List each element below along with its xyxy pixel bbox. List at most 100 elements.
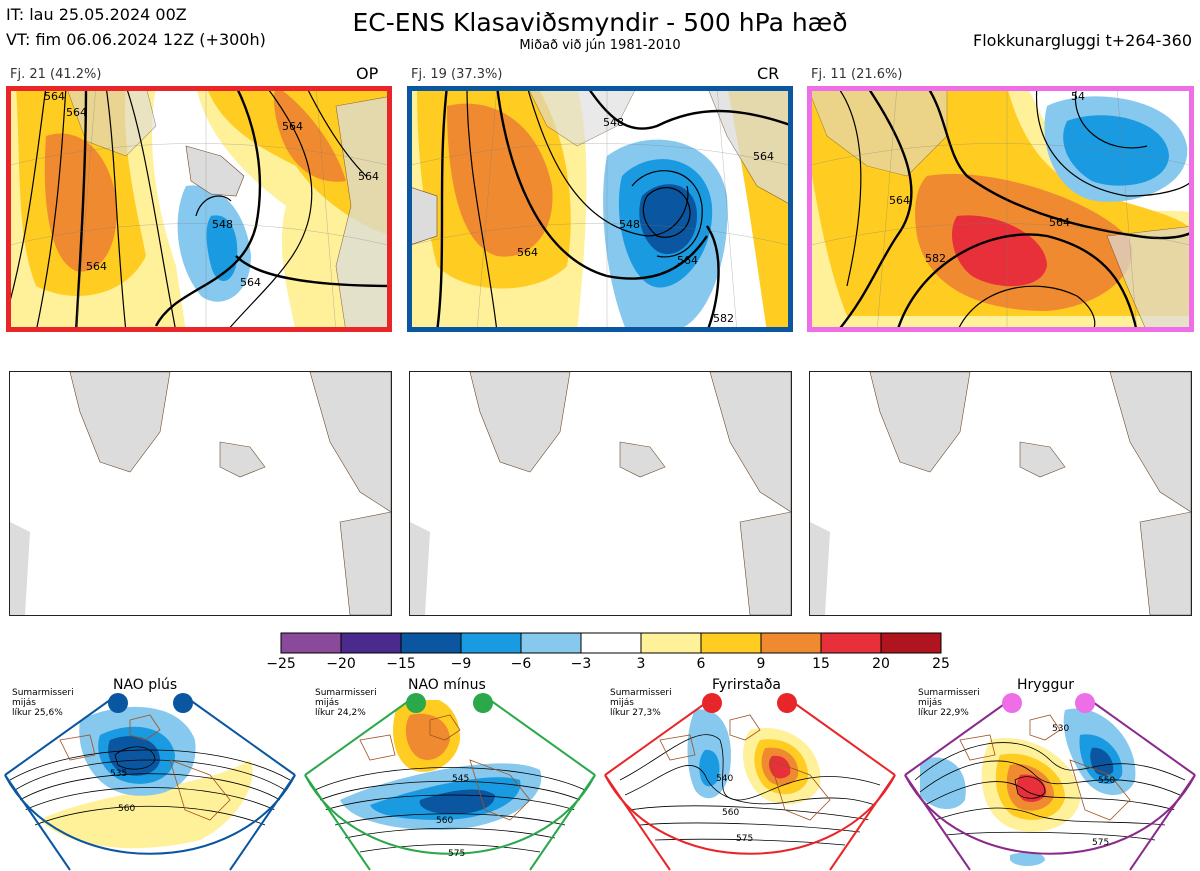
contour-label: 564 [240,276,261,289]
contour-label: 530 [1052,724,1069,734]
contour-label: 548 [212,218,233,231]
colorbar [280,632,942,654]
contour-label: 545 [452,774,469,784]
colorbar-bin [820,632,882,654]
cluster-3-label: Fj. 11 (21.6%) [811,67,903,82]
regime-3-marker [702,693,722,713]
regime-4-meta: Sumarmisseri mijás líkur 22,9% [918,688,980,718]
regime-mean: mijás [918,698,942,708]
contour-label: 564 [677,254,698,267]
regime-probability: líkur 25,6% [12,708,63,718]
land-canada [407,185,438,247]
colorbar-bin [460,632,522,654]
colorbar-tick-label: 15 [812,656,830,672]
regime-probability: líkur 24,2% [315,708,366,718]
anomaly-negative [1063,115,1169,186]
land-europe [335,95,392,332]
contour-label: 548 [603,116,624,129]
contour-label: 582 [925,252,946,265]
cluster-3-map: 564 564 582 54 [807,86,1194,332]
height-contours [435,86,793,332]
land-iceland [185,145,245,197]
colorbar-tick-label: 9 [756,656,766,672]
chart-title: EC-ENS Klasaviðsmyndir - 500 hPa hæð [352,8,848,37]
contour-label: 54 [1071,90,1085,103]
regime-probability: líkur 27,3% [610,708,661,718]
contour-label: 564 [282,120,303,133]
cluster-2-frame [407,86,793,332]
regime-mean: mijás [610,698,634,708]
regime-season: Sumarmisseri [12,688,74,698]
regime-4-map: 530 550 575 [904,693,1196,871]
contour-label: 560 [722,808,739,818]
contour-label: 564 [889,194,910,207]
colorbar-tick-label: −3 [570,656,592,672]
colorbar-tick-label: −20 [326,656,356,672]
regime-2-marker [406,693,426,713]
contour-label: 548 [619,218,640,231]
regime-1-marker [173,693,193,713]
contour-label: 564 [753,150,774,163]
cluster-1-tag: OP [356,64,379,83]
contour-label: 535 [110,769,127,779]
colorbar-bin [640,632,702,654]
land-greenland [526,86,638,147]
contour-label: 564 [86,260,107,273]
regime-3-marker [777,693,797,713]
contour-label: 564 [44,90,65,103]
cluster-1-frame [6,86,392,332]
initial-time: IT: lau 25.05.2024 00Z [6,5,187,24]
cluster-1-map: 564 564 548 564 564 564 564 [6,86,392,332]
regime-season: Sumarmisseri [610,688,672,698]
contour-label: 575 [1092,838,1109,848]
colorbar-bin [520,632,582,654]
regime-1-meta: Sumarmisseri mijás líkur 25,6% [12,688,74,718]
regime-3-map: 540 560 575 [604,693,896,871]
cluster-2-map: 548 548 564 564 564 582 [407,86,793,332]
contour-label: 540 [716,774,733,784]
empty-map-1 [9,371,392,616]
regime-2-title: NAO mínus [408,677,486,693]
anomaly-positive-strong [447,103,553,257]
cluster-2-tag: CR [757,64,780,83]
regime-season: Sumarmisseri [918,688,980,698]
graticule [6,86,392,332]
colorbar-bin [280,632,342,654]
regimes-row: NAO plús Sumarmisseri mijás líkur 25,6% 53… [0,677,1200,871]
colorbar-tick-label: −9 [450,656,472,672]
colorbar-tick-label: −6 [510,656,532,672]
regime-3-meta: Sumarmisseri mijás líkur 27,3% [610,688,672,718]
colorbar-bin [880,632,942,654]
colorbar-tick-label: 20 [872,656,890,672]
regime-mean: mijás [315,698,339,708]
colorbar-bin [400,632,462,654]
colorbar-tick-label: 6 [696,656,706,672]
empty-map-2 [409,371,792,616]
valid-time: VT: fim 06.06.2024 12Z (+300h) [6,30,266,49]
chart-subtitle: Miðað við jún 1981-2010 [519,38,681,53]
graticule [407,86,793,332]
contour-label: 564 [358,170,379,183]
cluster-2-label: Fj. 19 (37.3%) [411,67,503,82]
height-contours [6,86,392,332]
land-greenland [807,86,948,177]
contour-label: 550 [1098,776,1115,786]
graticule [807,86,1194,332]
anomaly-positive-max [952,215,1047,287]
regime-3-title: Fyrirstaða [712,677,781,693]
regime-1-map: 535 560 [4,693,296,871]
contour-label: 564 [66,106,87,119]
regime-2-meta: Sumarmisseri mijás líkur 24,2% [315,688,377,718]
contour-label: 575 [448,849,465,859]
land-scandinavia [706,86,793,207]
regime-probability: líkur 22,9% [918,708,969,718]
regime-4-marker [1002,693,1022,713]
colorbar-bin [340,632,402,654]
classification-window: Flokkunargluggi t+264-360 [973,31,1192,50]
colorbar-tick-label: −15 [386,656,416,672]
colorbar-bin [700,632,762,654]
contour-label: 560 [118,804,135,814]
cluster-3-frame [807,86,1194,332]
regime-4-title: Hryggur [1017,677,1074,693]
anomaly-positive-strong [44,133,117,272]
